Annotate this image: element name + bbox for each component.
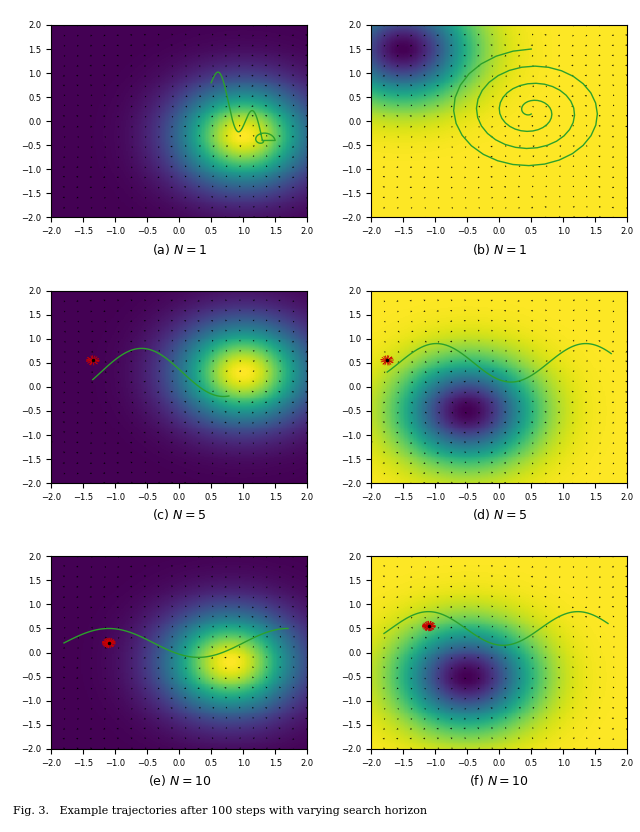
X-axis label: (d) $N = 5$: (d) $N = 5$ [472,508,527,522]
X-axis label: (b) $N = 1$: (b) $N = 1$ [472,242,527,257]
X-axis label: (c) $N = 5$: (c) $N = 5$ [152,508,206,522]
Text: Fig. 3.   Example trajectories after 100 steps with varying search horizon: Fig. 3. Example trajectories after 100 s… [13,806,427,816]
X-axis label: (e) $N = 10$: (e) $N = 10$ [148,773,211,788]
X-axis label: (f) $N = 10$: (f) $N = 10$ [469,773,529,788]
X-axis label: (a) $N = 1$: (a) $N = 1$ [152,242,207,257]
